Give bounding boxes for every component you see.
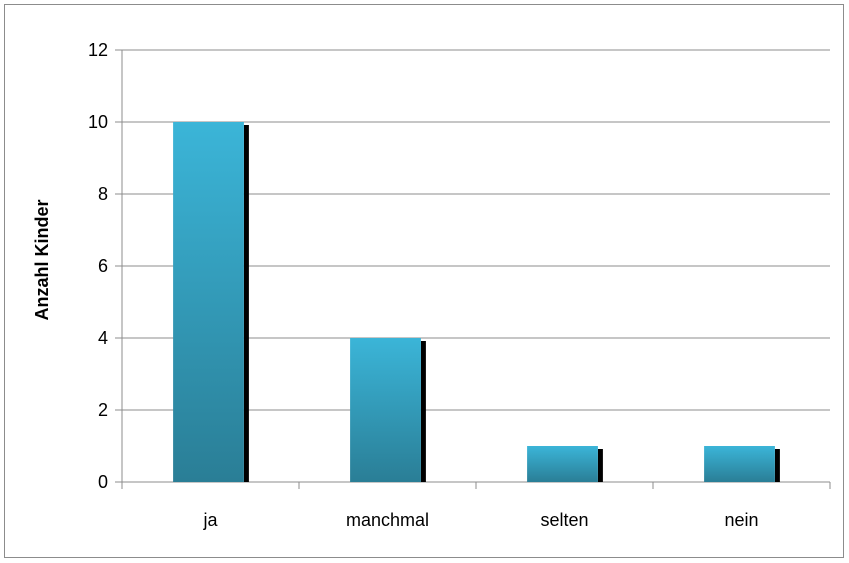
bar-shadow-ja: [243, 125, 249, 482]
bars: [173, 122, 780, 482]
y-tick-label: 6: [98, 256, 108, 276]
bar-selten: [527, 446, 598, 482]
tick-labels: 0 2 4 6 8 10 12 ja manchmal selten nein: [88, 40, 759, 530]
bar-shadow-manchmal: [420, 341, 426, 482]
bar-ja: [173, 122, 244, 482]
y-tick-label: 0: [98, 472, 108, 492]
bar-nein: [704, 446, 775, 482]
x-tick-label: manchmal: [346, 510, 429, 530]
y-tick-label: 10: [88, 112, 108, 132]
x-tick-label: selten: [540, 510, 588, 530]
y-tick-label: 12: [88, 40, 108, 60]
x-tick-label: ja: [202, 510, 218, 530]
y-tick-label: 8: [98, 184, 108, 204]
bar-shadow-selten: [597, 449, 603, 482]
bar-shadow-nein: [774, 449, 780, 482]
y-tick-label: 2: [98, 400, 108, 420]
x-tick-label: nein: [724, 510, 758, 530]
y-axis-title: Anzahl Kinder: [32, 199, 52, 320]
bar-manchmal: [350, 338, 421, 482]
y-tick-label: 4: [98, 328, 108, 348]
